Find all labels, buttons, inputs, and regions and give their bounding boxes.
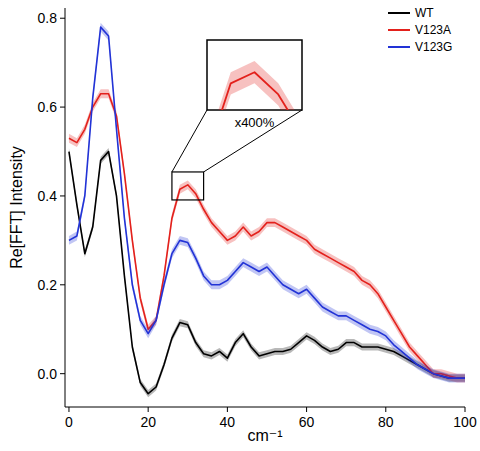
inset-connector bbox=[204, 110, 302, 172]
x-tick bbox=[68, 407, 69, 412]
x-tick-label: 60 bbox=[299, 414, 315, 430]
x-axis-label: cm⁻¹ bbox=[247, 427, 282, 444]
legend-swatch bbox=[388, 46, 410, 48]
x-tick bbox=[227, 407, 228, 412]
legend-label: V123G bbox=[415, 40, 452, 54]
chart: 0.0 0.2 0.4 0.6 0.8 0 20 40 60 80 100 cm⁻¹ Re[FFT] I… bbox=[0, 0, 480, 451]
y-tick-label: 0.4 bbox=[38, 188, 58, 204]
y-tick-label: 0.2 bbox=[38, 277, 58, 293]
legend-label: V123A bbox=[415, 23, 451, 37]
legend-label: WT bbox=[415, 6, 434, 20]
series-line bbox=[69, 94, 465, 378]
x-tick bbox=[465, 407, 466, 412]
x-tick bbox=[385, 407, 386, 412]
series-line bbox=[207, 40, 302, 110]
x-tick-label: 0 bbox=[65, 414, 73, 430]
y-tick bbox=[60, 107, 65, 108]
error-band bbox=[69, 148, 465, 397]
x-tick-label: 100 bbox=[453, 414, 477, 430]
y-tick bbox=[60, 195, 65, 196]
y-tick-label: 0.8 bbox=[38, 10, 58, 26]
y-tick bbox=[60, 373, 65, 374]
inset-connector bbox=[172, 110, 207, 172]
inset-plot bbox=[207, 40, 302, 110]
error-band bbox=[69, 89, 465, 382]
y-tick bbox=[60, 284, 65, 285]
y-axis bbox=[65, 8, 66, 407]
y-tick-label: 0.6 bbox=[38, 99, 58, 115]
x-axis bbox=[65, 407, 465, 408]
legend-swatch bbox=[388, 29, 410, 31]
x-tick-label: 40 bbox=[220, 414, 236, 430]
x-tick-label: 20 bbox=[140, 414, 156, 430]
zoom-region bbox=[172, 172, 204, 200]
legend-swatch bbox=[388, 12, 410, 14]
inset-label: x400% bbox=[235, 115, 275, 130]
x-tick bbox=[306, 407, 307, 412]
y-axis-label: Re[FFT] Intensity bbox=[8, 146, 25, 269]
error-band bbox=[207, 40, 302, 110]
y-tick-label: 0.0 bbox=[38, 366, 58, 382]
x-tick-label: 80 bbox=[378, 414, 394, 430]
y-tick bbox=[60, 18, 65, 19]
x-tick bbox=[148, 407, 149, 412]
